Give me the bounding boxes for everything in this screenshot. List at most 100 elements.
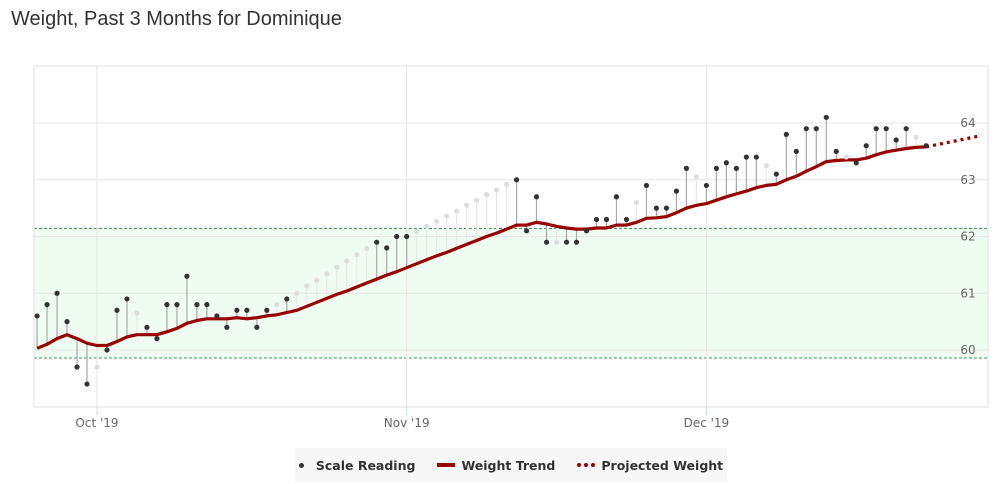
y-axis: 60 61 62 63 64 <box>960 116 975 357</box>
scale-reading-point <box>623 216 630 223</box>
scale-reading-point <box>234 307 240 313</box>
estimated-reading-point <box>414 228 420 234</box>
scale-reading-point <box>114 307 120 313</box>
estimated-reading-point <box>843 154 849 160</box>
estimated-reading-point <box>274 302 280 308</box>
scale-reading-point <box>743 154 749 160</box>
y-tick-label: 61 <box>960 286 975 300</box>
scale-reading-point <box>144 324 150 330</box>
plot-border <box>33 65 989 408</box>
scale-reading-point <box>583 228 590 234</box>
y-tick-label: 60 <box>960 343 975 357</box>
reading-points <box>34 114 929 387</box>
estimated-reading-point <box>763 162 769 169</box>
estimated-reading-point <box>494 187 500 193</box>
estimated-reading-point <box>633 199 640 206</box>
scale-reading-point <box>893 137 899 143</box>
estimated-reading-point <box>484 191 490 198</box>
dot-icon <box>298 462 304 468</box>
scale-reading-point <box>783 131 789 137</box>
scale-reading-point <box>643 182 650 189</box>
estimated-reading-point <box>314 277 320 283</box>
estimated-reading-point <box>364 245 370 252</box>
legend: Scale Reading Weight Trend Projected Wei… <box>295 448 727 482</box>
estimated-reading-point <box>444 213 450 219</box>
estimated-reading-point <box>134 310 140 316</box>
y-tick-label: 64 <box>960 116 975 130</box>
scale-reading-point <box>374 239 380 245</box>
scale-reading-point <box>104 347 110 353</box>
estimated-reading-point <box>464 202 470 208</box>
scale-reading-point <box>653 205 660 211</box>
legend-label: Scale Reading <box>315 457 416 473</box>
estimated-reading-point <box>503 181 510 187</box>
estimated-reading-point <box>553 239 560 245</box>
scale-reading-point <box>723 160 729 166</box>
scale-reading-point <box>533 194 540 200</box>
estimated-reading-point <box>94 364 100 370</box>
scale-reading-point <box>164 302 170 308</box>
scale-reading-point <box>194 302 200 308</box>
scale-reading-point <box>863 143 869 149</box>
estimated-reading-point <box>454 208 460 214</box>
scale-reading-point <box>523 228 530 234</box>
scale-reading-point <box>224 324 230 330</box>
y-tick-label: 62 <box>960 230 975 244</box>
legend-item-weight-trend[interactable]: Weight Trend <box>437 458 555 473</box>
scale-reading-point <box>773 171 779 177</box>
scale-reading-point <box>204 302 210 308</box>
x-tick-label: Nov '19 <box>384 416 430 430</box>
scale-reading-point <box>74 364 80 370</box>
scale-reading-point <box>663 205 670 211</box>
scale-reading-point <box>64 319 70 325</box>
legend-label: Weight Trend <box>461 457 556 473</box>
scale-reading-point <box>563 239 570 245</box>
estimated-reading-point <box>324 271 330 277</box>
scale-reading-point <box>803 126 809 132</box>
scale-reading-point <box>753 154 759 160</box>
estimated-reading-point <box>344 258 350 264</box>
scale-reading-point <box>793 148 799 154</box>
scale-reading-point <box>404 233 410 240</box>
estimated-reading-point <box>354 252 360 258</box>
scale-reading-point <box>883 126 889 132</box>
scale-reading-point <box>833 148 839 154</box>
scale-reading-point <box>244 307 250 313</box>
scale-reading-point <box>853 160 859 166</box>
estimated-reading-point <box>693 174 700 180</box>
x-axis: Oct '19 Nov '19 Dec '19 <box>75 407 729 430</box>
scale-reading-point <box>513 177 520 183</box>
legend-item-scale-reading[interactable]: Scale Reading <box>298 457 416 473</box>
scale-reading-point <box>124 296 130 302</box>
x-tick-label: Oct '19 <box>75 416 118 430</box>
trend-series <box>36 134 980 350</box>
scale-reading-point <box>34 313 40 319</box>
scale-reading-point <box>603 216 610 223</box>
line-icon <box>437 463 456 467</box>
estimated-reading-point <box>424 223 430 229</box>
scale-reading-point <box>733 165 739 171</box>
scale-reading-point <box>394 233 400 240</box>
scale-reading-point <box>683 165 690 171</box>
legend-label: Projected Weight <box>601 457 724 473</box>
scale-reading-point <box>84 381 90 387</box>
scale-reading-point <box>673 188 680 194</box>
projected-weight-line <box>925 134 980 149</box>
scale-reading-point <box>184 273 190 279</box>
estimated-reading-point <box>304 283 310 289</box>
estimated-reading-point <box>434 218 440 224</box>
scale-reading-point <box>254 324 260 330</box>
scale-reading-point <box>813 126 819 132</box>
estimated-reading-point <box>913 134 919 140</box>
scale-reading-point <box>873 126 879 132</box>
scale-reading-point <box>613 194 620 200</box>
scale-reading-point <box>593 216 600 223</box>
scale-reading-point <box>923 143 929 149</box>
scale-reading-point <box>823 114 829 120</box>
legend-item-projected-weight[interactable]: Projected Weight <box>577 458 723 473</box>
scale-reading-point <box>264 307 270 313</box>
chart-title: Weight, Past 3 Months for Dominique <box>11 8 342 30</box>
scale-reading-point <box>543 239 550 245</box>
scale-reading-point <box>384 245 390 251</box>
